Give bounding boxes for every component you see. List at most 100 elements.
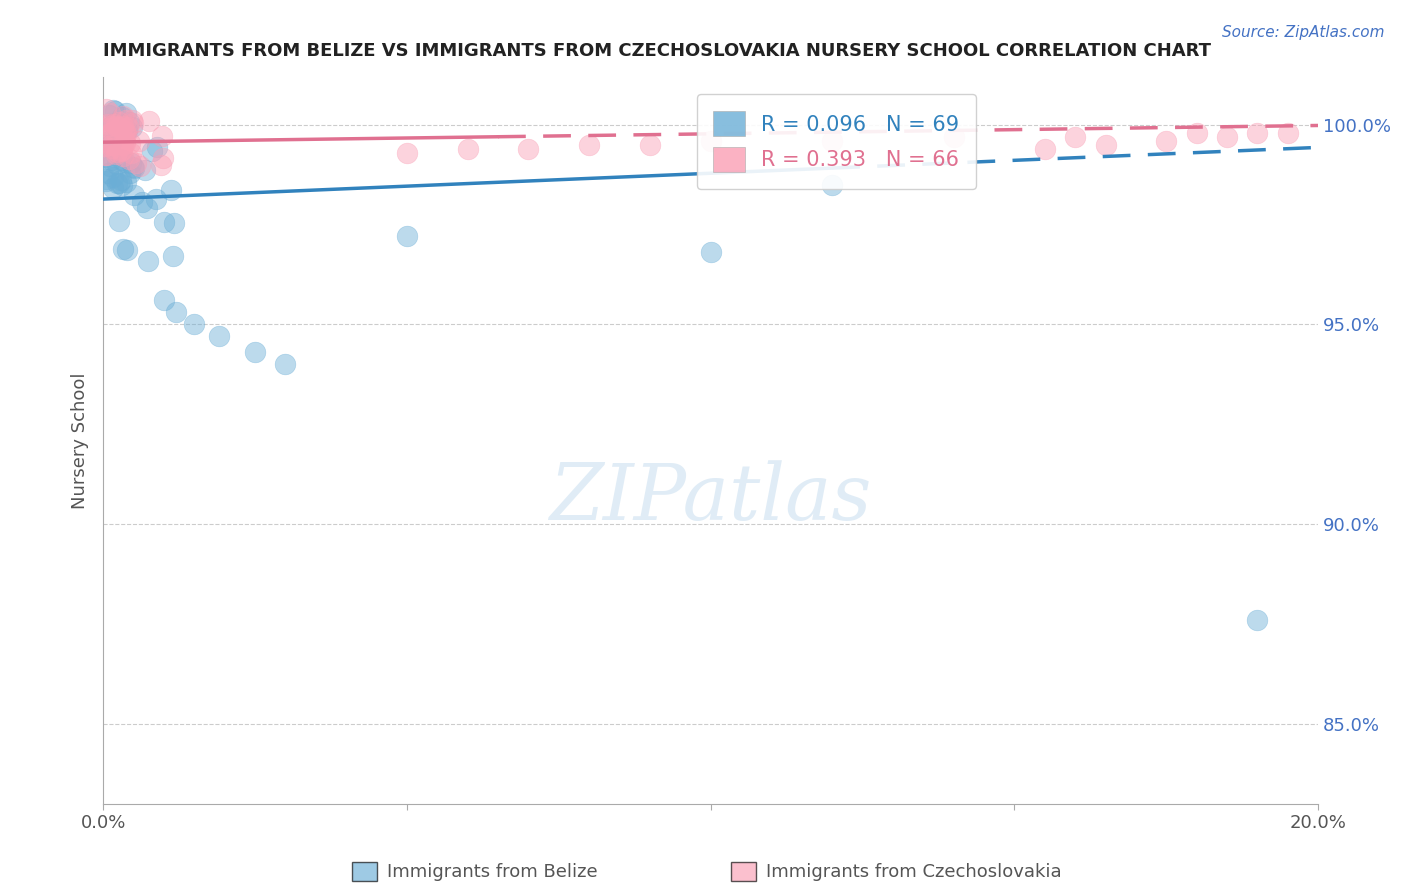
Point [153, 293, 176, 308]
Point [122, 161, 145, 176]
Text: IMMIGRANTS FROM BELIZE VS IMMIGRANTS FROM CZECHOSLOVAKIA NURSERY SCHOOL CORRELAT: IMMIGRANTS FROM BELIZE VS IMMIGRANTS FRO… [103, 42, 1211, 60]
Legend: R = 0.096   N = 69, R = 0.393   N = 66: R = 0.096 N = 69, R = 0.393 N = 66 [697, 95, 976, 189]
Point [117, 115, 139, 129]
Point [114, 155, 136, 169]
Point [821, 134, 844, 148]
Point [274, 357, 297, 371]
Point [115, 123, 138, 137]
Point [165, 305, 187, 319]
Point [207, 329, 229, 343]
Point [100, 125, 122, 139]
Point [145, 192, 167, 206]
Point [97, 134, 120, 148]
Point [100, 153, 122, 167]
Point [97, 117, 120, 131]
Point [118, 166, 141, 180]
Point [120, 155, 142, 169]
Point [105, 119, 128, 133]
Point [108, 176, 131, 190]
Point [104, 116, 127, 130]
Text: Immigrants from Czechoslovakia: Immigrants from Czechoslovakia [766, 863, 1062, 881]
Point [112, 125, 135, 139]
Point [101, 103, 124, 117]
Point [111, 138, 134, 153]
Point [114, 175, 136, 189]
Point [93, 138, 115, 153]
Point [105, 147, 128, 161]
Point [98, 126, 121, 140]
Point [98, 106, 121, 120]
Point [108, 114, 131, 128]
Point [150, 158, 173, 172]
Point [114, 124, 136, 138]
Point [1094, 137, 1116, 152]
Point [153, 214, 176, 228]
Point [104, 103, 127, 118]
Point [243, 345, 266, 359]
Point [110, 153, 132, 167]
Point [111, 110, 134, 124]
Point [146, 140, 169, 154]
Point [395, 145, 418, 160]
Point [457, 142, 479, 156]
Point [135, 201, 157, 215]
Point [114, 106, 136, 120]
Point [1033, 142, 1056, 156]
Point [578, 137, 600, 152]
Point [94, 172, 117, 186]
Point [395, 229, 418, 244]
Point [98, 120, 121, 134]
Point [103, 138, 125, 153]
Point [114, 132, 136, 146]
Point [111, 143, 134, 157]
Point [122, 116, 145, 130]
Point [117, 120, 139, 134]
Y-axis label: Nursery School: Nursery School [72, 372, 89, 508]
Point [115, 244, 138, 258]
Text: Source: ZipAtlas.com: Source: ZipAtlas.com [1222, 25, 1385, 40]
Point [121, 160, 143, 174]
Point [128, 135, 150, 149]
Point [121, 113, 143, 128]
Point [138, 254, 160, 268]
Point [1246, 613, 1268, 627]
Point [98, 121, 121, 136]
Point [111, 119, 134, 133]
Point [94, 150, 117, 164]
Point [94, 147, 117, 161]
Point [1064, 129, 1087, 144]
Point [96, 147, 118, 161]
Point [1154, 134, 1177, 148]
Point [94, 174, 117, 188]
Point [97, 166, 120, 180]
Text: Immigrants from Belize: Immigrants from Belize [387, 863, 598, 881]
Point [163, 216, 186, 230]
Point [94, 102, 117, 116]
Point [124, 155, 146, 169]
Point [517, 142, 540, 156]
Point [103, 117, 125, 131]
Point [103, 170, 125, 185]
Point [118, 152, 141, 166]
Point [131, 195, 153, 210]
Point [120, 146, 142, 161]
Point [121, 120, 143, 134]
Point [138, 113, 160, 128]
Point [129, 159, 152, 173]
Point [108, 117, 131, 131]
Point [105, 157, 128, 171]
Point [100, 140, 122, 154]
Point [821, 178, 844, 192]
Point [111, 178, 134, 192]
Point [699, 245, 721, 260]
Text: ZIPatlas: ZIPatlas [550, 460, 872, 537]
Point [98, 159, 121, 173]
Point [108, 214, 131, 228]
Point [699, 134, 721, 148]
Point [110, 144, 132, 158]
Point [97, 108, 120, 122]
Point [1277, 126, 1299, 140]
Point [105, 145, 128, 160]
Point [114, 113, 136, 128]
Point [114, 134, 136, 148]
